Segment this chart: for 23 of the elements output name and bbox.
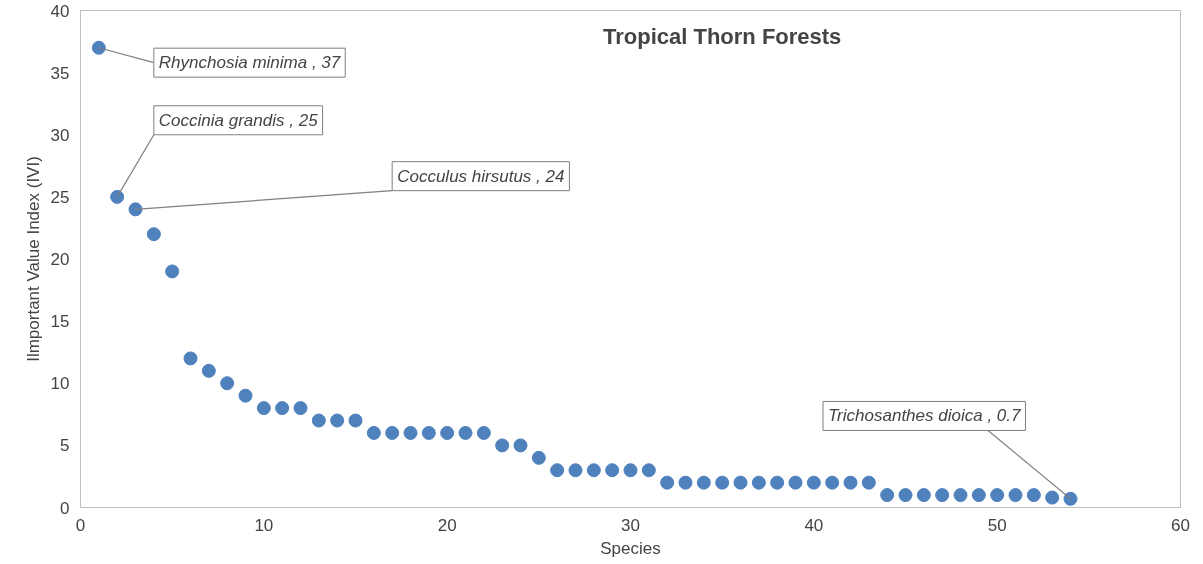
x-tick-label: 0 [75,515,86,535]
y-tick-label: 5 [60,436,70,456]
x-tick-label: 20 [437,515,457,535]
x-tick-label: 50 [987,515,1007,535]
x-axis-title: Species [600,538,661,558]
y-axis-title: Ilmportant Value Index (IVI) [23,156,43,362]
x-tick-label: 30 [621,515,640,535]
annotation: Coccinia grandis , 25 [158,110,319,130]
text: Tropical Thorn Forests [602,23,842,49]
x-tick-label: 40 [804,515,824,535]
annotation: Rhynchosia minima , 37 [158,53,341,73]
y-tick-label: 15 [50,312,70,332]
x-tick-label: 60 [1171,515,1190,535]
y-tick-label: 10 [50,374,70,394]
x-tick-label: 10 [254,515,274,535]
y-tick-label: 20 [50,250,70,269]
y-tick-label: 30 [50,125,70,145]
y-tick-label: 25 [50,187,70,207]
y-tick-label: 35 [50,63,70,83]
annotation: Cocculus hirsutus , 24 [397,166,565,186]
annotation: Trichosanthes dioica , 0.7 [828,406,1021,426]
y-tick-label: 40 [50,1,70,21]
y-tick-label: 0 [60,498,70,518]
